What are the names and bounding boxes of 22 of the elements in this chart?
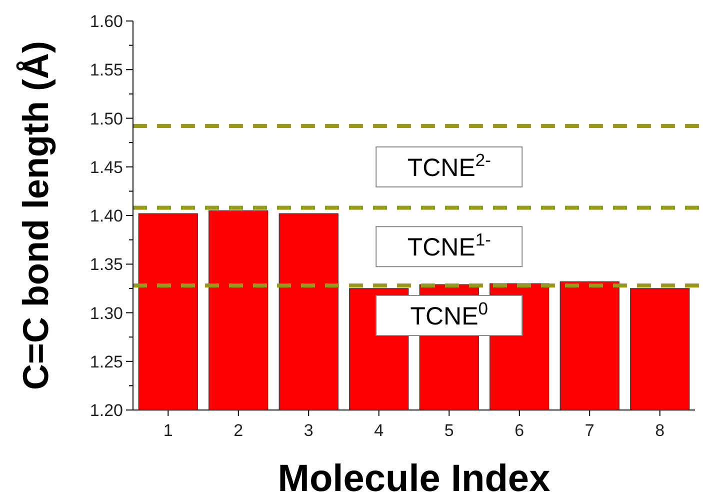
x-tick-label: 4 xyxy=(374,421,384,440)
y-tick-label: 1.30 xyxy=(90,304,123,323)
x-tick-label: 1 xyxy=(163,421,173,440)
y-axis-title: C=C bond length (Å) xyxy=(15,41,56,390)
x-tick-label: 6 xyxy=(514,421,524,440)
x-tick-label: 5 xyxy=(444,421,454,440)
x-tick-label: 8 xyxy=(655,421,665,440)
y-tick-label: 1.55 xyxy=(90,60,123,80)
annotation: TCNE$^{2-}$ xyxy=(407,150,492,182)
y-tick-label: 1.25 xyxy=(90,352,123,372)
y-tick-label: 1.50 xyxy=(90,109,123,128)
y-tick-label: 1.20 xyxy=(90,401,123,420)
x-tick-label: 2 xyxy=(234,421,244,440)
x-tick-label: 3 xyxy=(304,421,314,440)
annotation: TCNE$^{1-}$ xyxy=(407,230,492,262)
y-tick-label: 1.35 xyxy=(90,255,123,274)
x-tick-label: 7 xyxy=(584,421,594,440)
y-tick-label: 1.60 xyxy=(90,12,123,31)
annotation: TCNE$^{0}$ xyxy=(410,298,488,331)
y-tick-label: 1.40 xyxy=(90,206,123,226)
x-axis-title: Molecule Index xyxy=(278,458,550,500)
y-tick-label: 1.45 xyxy=(90,158,123,177)
